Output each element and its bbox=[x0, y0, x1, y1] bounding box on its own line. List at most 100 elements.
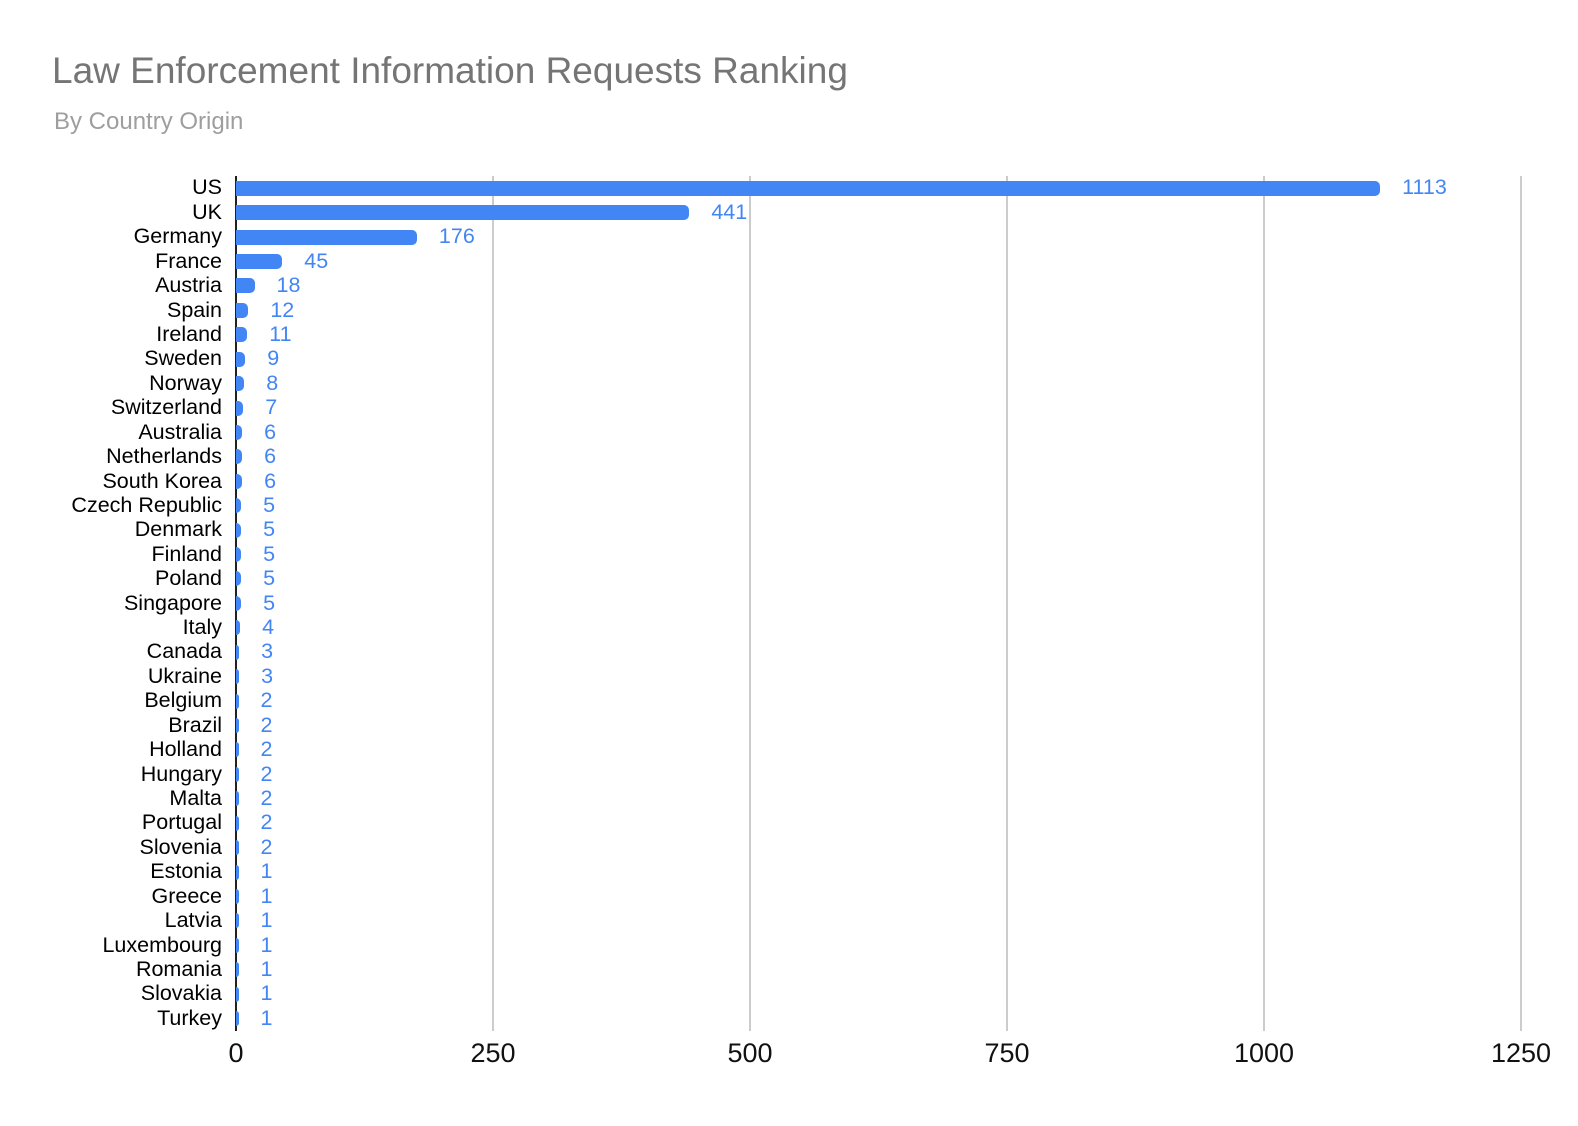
bar-track: 45 bbox=[236, 249, 1578, 273]
gridline bbox=[492, 176, 494, 1031]
category-label: Brazil bbox=[168, 712, 222, 737]
chart-bar[interactable] bbox=[236, 302, 249, 318]
chart-bar[interactable] bbox=[236, 937, 239, 953]
value-label: 1 bbox=[260, 981, 273, 1006]
chart-bar[interactable] bbox=[236, 986, 239, 1002]
chart-bar[interactable] bbox=[236, 351, 246, 367]
value-label: 1 bbox=[260, 859, 273, 884]
chart-row: Hungary 2 bbox=[0, 762, 1578, 786]
category-label: Romania bbox=[135, 956, 222, 981]
chart-bar[interactable] bbox=[236, 278, 255, 294]
chart-bar[interactable] bbox=[236, 717, 239, 733]
chart-bar[interactable] bbox=[236, 913, 239, 929]
chart-bar[interactable] bbox=[236, 766, 239, 782]
gridline bbox=[1263, 176, 1265, 1031]
chart-bar[interactable] bbox=[236, 888, 239, 904]
bar-track: 12 bbox=[236, 298, 1578, 322]
chart-row: Austria 18 bbox=[0, 274, 1578, 298]
value-label: 8 bbox=[266, 370, 279, 395]
chart-bar[interactable] bbox=[236, 620, 241, 636]
chart-bar[interactable] bbox=[236, 400, 244, 416]
value-label: 12 bbox=[270, 297, 295, 322]
chart-row: Netherlands 6 bbox=[0, 445, 1578, 469]
value-label: 2 bbox=[260, 810, 273, 835]
bar-track: 176 bbox=[236, 225, 1578, 249]
chart-bar[interactable] bbox=[236, 473, 243, 489]
chart-bar[interactable] bbox=[236, 1011, 239, 1027]
bar-track: 441 bbox=[236, 200, 1578, 224]
chart-row: UK 441 bbox=[0, 200, 1578, 224]
category-label: Germany bbox=[133, 224, 222, 249]
chart-bar[interactable] bbox=[236, 669, 240, 685]
chart-bar[interactable] bbox=[236, 498, 242, 514]
chart-bar[interactable] bbox=[236, 522, 242, 538]
chart-bar[interactable] bbox=[236, 205, 690, 221]
bar-track: 2 bbox=[236, 762, 1578, 786]
bar-track: 5 bbox=[236, 518, 1578, 542]
value-label: 5 bbox=[263, 492, 276, 517]
category-label: Ireland bbox=[156, 321, 222, 346]
chart-bar[interactable] bbox=[236, 327, 248, 343]
chart-bar[interactable] bbox=[236, 840, 239, 856]
chart-row: South Korea 6 bbox=[0, 469, 1578, 493]
value-label: 45 bbox=[304, 248, 329, 273]
chart-bar[interactable] bbox=[236, 229, 417, 245]
category-label: Greece bbox=[151, 883, 222, 908]
category-label: Netherlands bbox=[106, 444, 222, 469]
category-label: Slovenia bbox=[139, 834, 222, 859]
chart-row: US 1113 bbox=[0, 176, 1578, 200]
bar-track: 1 bbox=[236, 884, 1578, 908]
bar-track: 1 bbox=[236, 860, 1578, 884]
chart-bar[interactable] bbox=[236, 424, 243, 440]
chart-row: Malta 2 bbox=[0, 787, 1578, 811]
chart-bar[interactable] bbox=[236, 742, 239, 758]
x-tick-label: 0 bbox=[228, 1038, 244, 1068]
bar-track: 11 bbox=[236, 323, 1578, 347]
chart-bar[interactable] bbox=[236, 376, 245, 392]
bar-track: 1 bbox=[236, 1006, 1578, 1030]
category-label: Spain bbox=[167, 297, 222, 322]
chart-row: Denmark 5 bbox=[0, 518, 1578, 542]
bar-track: 2 bbox=[236, 713, 1578, 737]
bar-track: 8 bbox=[236, 371, 1578, 395]
bar-track: 1 bbox=[236, 909, 1578, 933]
chart-bar[interactable] bbox=[236, 547, 242, 563]
chart-bar[interactable] bbox=[236, 180, 1381, 196]
value-label: 5 bbox=[263, 541, 276, 566]
bar-track: 5 bbox=[236, 493, 1578, 517]
bar-track: 5 bbox=[236, 591, 1578, 615]
category-label: Slovakia bbox=[140, 981, 222, 1006]
chart-row: Slovakia 1 bbox=[0, 982, 1578, 1006]
chart-row: Belgium 2 bbox=[0, 689, 1578, 713]
chart-bar[interactable] bbox=[236, 962, 239, 978]
chart-bar[interactable] bbox=[236, 815, 239, 831]
value-label: 6 bbox=[264, 444, 277, 469]
value-label: 18 bbox=[276, 273, 301, 298]
chart-row: Romania 1 bbox=[0, 958, 1578, 982]
chart-row: Portugal 2 bbox=[0, 811, 1578, 835]
chart-row: Norway 8 bbox=[0, 371, 1578, 395]
x-tick-label: 1250 bbox=[1490, 1038, 1552, 1068]
value-label: 5 bbox=[263, 566, 276, 591]
chart-bar[interactable] bbox=[236, 791, 239, 807]
gridline bbox=[1520, 176, 1522, 1031]
chart-bar[interactable] bbox=[236, 595, 242, 611]
chart-bar[interactable] bbox=[236, 644, 240, 660]
bar-track: 6 bbox=[236, 420, 1578, 444]
bar-track: 5 bbox=[236, 567, 1578, 591]
category-label: Malta bbox=[169, 786, 222, 810]
chart-bar[interactable] bbox=[236, 449, 243, 465]
chart-row: Brazil 2 bbox=[0, 713, 1578, 737]
category-label: Luxembourg bbox=[102, 932, 222, 957]
value-label: 6 bbox=[264, 419, 277, 444]
chart-bar[interactable] bbox=[236, 693, 239, 709]
chart-bar[interactable] bbox=[236, 253, 283, 269]
value-label: 2 bbox=[260, 834, 273, 859]
chart-bar[interactable] bbox=[236, 864, 239, 880]
chart-bar[interactable] bbox=[236, 571, 242, 587]
value-label: 2 bbox=[260, 737, 273, 762]
value-label: 11 bbox=[269, 321, 292, 346]
bar-track: 4 bbox=[236, 616, 1578, 640]
value-label: 1 bbox=[260, 1005, 273, 1030]
